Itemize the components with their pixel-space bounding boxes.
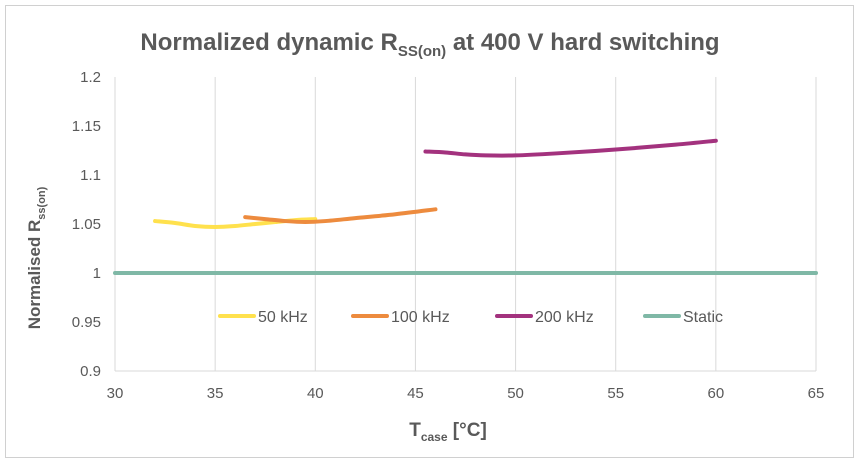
series-line-100-khz (243, 207, 438, 225)
y-tick-label: 1.2 (80, 69, 101, 86)
chart-title: Normalized dynamic RSS(on) at 400 V hard… (140, 29, 719, 60)
series-line-200-khz (423, 138, 718, 158)
y-tick-label: 1.05 (72, 216, 101, 233)
y-tick-label: 1 (93, 265, 101, 282)
x-tick-labels: 30 35 40 45 50 55 60 65 (107, 385, 825, 402)
chart-frame (5, 5, 854, 458)
y-axis-label: Normalised Rss(on) (25, 186, 48, 329)
legend-label: 50 kHz (258, 309, 308, 326)
y-tick-labels: 0.9 0.95 1 1.05 1.1 1.15 1.2 (72, 69, 101, 380)
x-tick-label: 40 (307, 385, 324, 402)
x-tick-label: 45 (407, 385, 424, 402)
y-tick-label: 0.95 (72, 314, 101, 331)
x-tick-label: 35 (207, 385, 224, 402)
x-tick-label: 50 (507, 385, 524, 402)
legend-label: 100 kHz (391, 309, 450, 326)
y-tick-label: 0.9 (80, 363, 101, 380)
legend-label: 200 kHz (535, 309, 594, 326)
legend-label: Static (683, 309, 723, 326)
x-tick-label: 30 (107, 385, 124, 402)
x-tick-label: 60 (708, 385, 725, 402)
x-tick-label: 55 (607, 385, 624, 402)
y-tick-label: 1.15 (72, 118, 101, 135)
x-axis-label: Tcase [°C] (409, 420, 487, 444)
series-lines (113, 138, 818, 275)
x-tick-label: 65 (808, 385, 825, 402)
legend: 50 kHz 100 kHz 200 kHz Static (218, 309, 723, 326)
y-tick-label: 1.1 (80, 167, 101, 184)
gridlines (114, 77, 817, 372)
